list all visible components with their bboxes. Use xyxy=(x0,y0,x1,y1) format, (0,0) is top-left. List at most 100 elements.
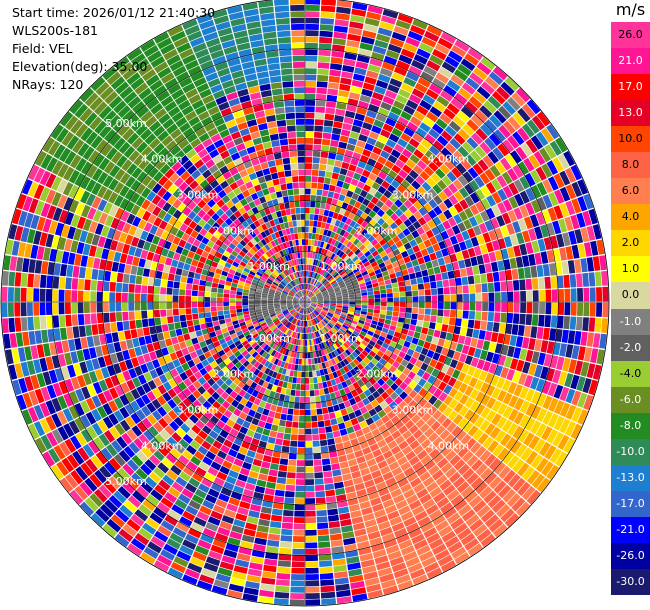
velocity-gate xyxy=(305,302,308,308)
velocity-gate xyxy=(341,71,354,79)
velocity-gate xyxy=(131,357,140,368)
velocity-gate xyxy=(556,233,565,248)
velocity-gate xyxy=(278,380,284,387)
velocity-gate xyxy=(383,450,393,460)
velocity-gate xyxy=(433,195,443,205)
velocity-gate xyxy=(391,282,399,288)
velocity-gate xyxy=(140,230,149,241)
velocity-gate xyxy=(233,246,241,254)
velocity-gate xyxy=(63,166,75,181)
velocity-gate xyxy=(279,393,286,401)
velocity-gate xyxy=(90,135,103,149)
velocity-gate xyxy=(189,414,199,424)
velocity-gate xyxy=(325,101,337,108)
velocity-gate xyxy=(189,331,197,339)
velocity-gate xyxy=(179,544,194,556)
velocity-gate xyxy=(353,366,361,374)
velocity-gate xyxy=(300,298,305,302)
velocity-gate xyxy=(421,181,432,192)
velocity-gate xyxy=(418,42,434,54)
velocity-gate xyxy=(98,212,109,225)
velocity-gate xyxy=(320,328,326,335)
velocity-gate xyxy=(289,599,305,606)
velocity-gate xyxy=(564,216,574,231)
velocity-gate xyxy=(387,239,395,247)
velocity-gate xyxy=(347,346,354,354)
velocity-gate xyxy=(388,230,397,239)
velocity-gate xyxy=(559,202,570,218)
velocity-gate xyxy=(186,320,194,327)
velocity-gate xyxy=(512,425,524,440)
velocity-gate xyxy=(317,221,322,228)
velocity-gate xyxy=(508,408,519,422)
velocity-gate xyxy=(233,350,241,358)
velocity-gate xyxy=(348,384,356,392)
velocity-gate xyxy=(33,230,42,245)
velocity-gate xyxy=(413,539,428,550)
velocity-gate xyxy=(39,232,48,247)
velocity-gate xyxy=(413,200,423,211)
velocity-gate xyxy=(336,303,343,306)
velocity-gate xyxy=(457,417,469,429)
velocity-gate xyxy=(363,571,378,581)
velocity-gate xyxy=(205,281,212,287)
velocity-gate xyxy=(489,476,502,490)
velocity-gate xyxy=(372,205,381,214)
velocity-gate xyxy=(479,349,488,361)
velocity-gate xyxy=(496,377,506,389)
velocity-gate xyxy=(385,455,397,465)
velocity-gate xyxy=(334,186,342,194)
velocity-gate xyxy=(253,491,264,500)
velocity-gate xyxy=(336,6,351,15)
velocity-gate xyxy=(369,443,380,452)
velocity-gate xyxy=(80,127,93,142)
velocity-gate xyxy=(354,348,361,356)
velocity-gate xyxy=(111,440,123,453)
velocity-gate xyxy=(509,358,519,370)
velocity-gate xyxy=(239,500,251,510)
velocity-gate xyxy=(210,544,225,555)
velocity-gate xyxy=(363,23,378,33)
velocity-gate xyxy=(59,147,71,163)
velocity-gate xyxy=(512,458,525,473)
velocity-gate xyxy=(440,445,453,457)
velocity-gate xyxy=(507,455,520,469)
velocity-gate xyxy=(394,420,404,430)
velocity-gate xyxy=(305,299,311,302)
velocity-gate xyxy=(417,516,431,527)
velocity-gate xyxy=(262,408,270,416)
velocity-gate xyxy=(361,292,368,296)
velocity-gate xyxy=(327,158,335,166)
velocity-gate xyxy=(532,290,539,302)
velocity-gate xyxy=(340,326,347,332)
velocity-gate xyxy=(305,510,316,517)
velocity-gate xyxy=(391,522,405,532)
velocity-gate xyxy=(308,358,312,365)
velocity-gate xyxy=(299,409,305,416)
velocity-gate xyxy=(480,509,495,523)
velocity-gate xyxy=(315,308,321,313)
velocity-gate xyxy=(278,554,292,561)
velocity-gate xyxy=(530,326,538,339)
velocity-gate xyxy=(586,363,596,379)
velocity-gate xyxy=(513,179,525,193)
velocity-gate xyxy=(199,228,208,237)
velocity-gate xyxy=(285,356,291,363)
velocity-gate xyxy=(318,49,331,57)
velocity-gate xyxy=(412,574,428,585)
velocity-gate xyxy=(277,426,285,433)
velocity-gate xyxy=(136,485,150,499)
velocity-gate xyxy=(141,199,151,210)
velocity-gate xyxy=(375,515,389,525)
velocity-gate xyxy=(297,365,302,371)
velocity-gate xyxy=(172,199,182,209)
velocity-gate xyxy=(372,365,380,374)
velocity-gate xyxy=(177,192,188,203)
velocity-gate xyxy=(266,268,272,274)
velocity-gate xyxy=(204,364,213,373)
velocity-gate xyxy=(396,276,404,283)
velocity-gate xyxy=(306,283,308,290)
velocity-gate xyxy=(435,520,450,532)
velocity-gate xyxy=(294,364,299,371)
velocity-gate xyxy=(444,302,451,310)
